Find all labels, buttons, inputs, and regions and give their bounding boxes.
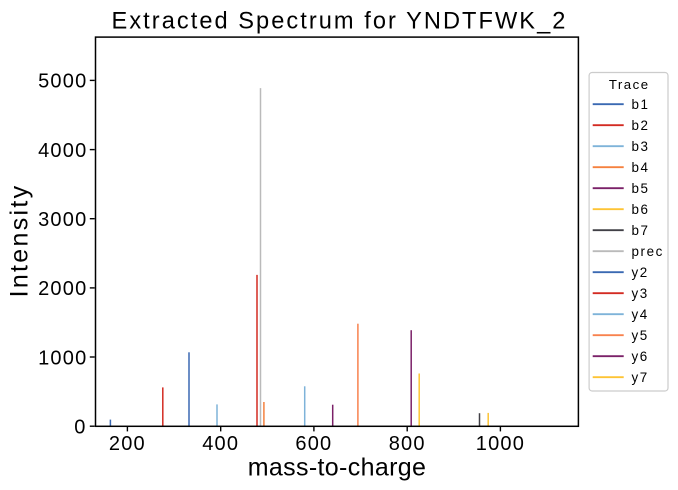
svg-text:Intensity: Intensity: [6, 184, 34, 298]
svg-text:b4: b4: [632, 160, 650, 175]
svg-text:0: 0: [74, 417, 86, 439]
svg-text:Trace: Trace: [609, 77, 650, 92]
svg-text:y5: y5: [632, 328, 649, 343]
svg-text:800: 800: [389, 433, 426, 455]
svg-text:y3: y3: [632, 286, 649, 301]
svg-text:200: 200: [109, 433, 146, 455]
svg-text:1000: 1000: [476, 433, 525, 455]
svg-text:b1: b1: [632, 97, 650, 112]
svg-text:4000: 4000: [38, 140, 87, 162]
svg-text:y2: y2: [632, 265, 649, 280]
svg-text:mass-to-charge: mass-to-charge: [248, 453, 427, 481]
svg-text:600: 600: [295, 433, 332, 455]
svg-text:y4: y4: [632, 307, 649, 322]
svg-text:5000: 5000: [38, 71, 87, 93]
svg-text:y7: y7: [632, 370, 649, 385]
svg-text:400: 400: [202, 433, 239, 455]
svg-text:b6: b6: [632, 202, 650, 217]
svg-text:1000: 1000: [38, 347, 87, 369]
svg-text:3000: 3000: [38, 209, 87, 231]
svg-text:Extracted Spectrum for YNDTFWK: Extracted Spectrum for YNDTFWK_2: [112, 9, 568, 35]
svg-text:b7: b7: [632, 223, 650, 238]
svg-text:2000: 2000: [38, 278, 87, 300]
svg-text:b3: b3: [632, 139, 650, 154]
svg-text:b2: b2: [632, 118, 650, 133]
svg-text:y6: y6: [632, 349, 649, 364]
svg-text:prec: prec: [632, 244, 664, 259]
svg-text:b5: b5: [632, 181, 650, 196]
